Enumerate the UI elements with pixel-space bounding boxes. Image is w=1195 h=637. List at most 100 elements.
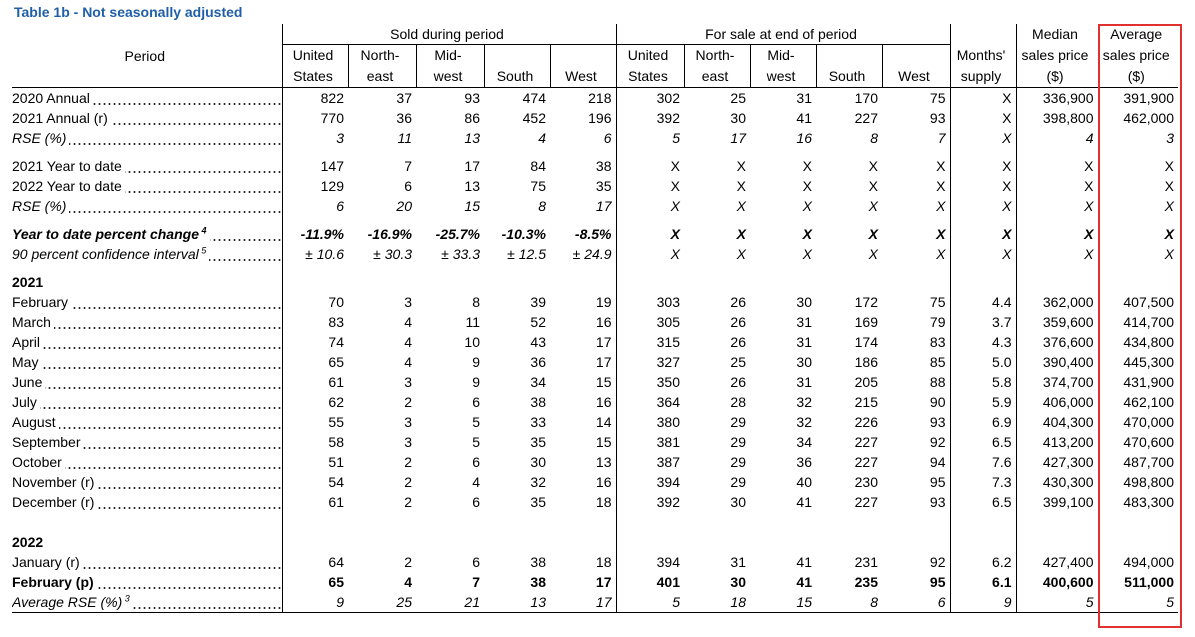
value-cell: 65	[281, 352, 348, 372]
value-cell	[750, 272, 816, 292]
value-cell: 494,000	[1097, 552, 1178, 572]
value-cell: 39	[530, 294, 546, 310]
value-cell: 26	[730, 294, 746, 310]
value-cell: 16	[595, 314, 612, 330]
value-cell: 3	[404, 294, 412, 310]
value-cell: 230	[854, 474, 878, 490]
value-cell: 305	[615, 312, 684, 332]
value-cell: X	[802, 158, 812, 174]
row-label-text: 2021 Year to date	[12, 158, 125, 174]
value-cell: 29	[730, 414, 746, 430]
value-cell: 9	[472, 354, 480, 370]
value-cell: X	[1015, 196, 1098, 216]
value-cell: X	[936, 198, 946, 214]
table-row: 2021 Year to date 147 7 17 84 38 X X X X X X X X	[12, 156, 1178, 176]
value-cell: 6	[404, 178, 412, 194]
value-cell: 376,600	[1015, 332, 1098, 352]
value-cell: 54	[281, 472, 348, 492]
value-cell: X	[615, 224, 684, 244]
value-cell: 227	[854, 434, 878, 450]
value-cell: 350	[615, 372, 684, 392]
fs-mw-l2: west	[749, 66, 816, 88]
table-row: November (r) 54 2 4 32 16 394 29 40 230 95 7.3 430,3…	[12, 472, 1178, 492]
row-label-text: RSE (%)	[12, 198, 70, 214]
value-cell	[816, 532, 882, 552]
value-cell: 6	[472, 394, 480, 410]
row-label: September	[12, 432, 282, 452]
value-cell: 58	[281, 432, 348, 452]
value-cell: 20	[396, 198, 412, 214]
value-cell: 2	[404, 474, 412, 490]
value-cell: 186	[854, 354, 878, 370]
value-cell: 483,300	[1097, 492, 1178, 512]
spacer-cell	[416, 216, 484, 224]
value-cell: 4	[404, 314, 412, 330]
value-cell: 7	[404, 158, 412, 174]
value-cell	[1097, 532, 1178, 552]
spacer-cell	[949, 148, 1016, 156]
value-cell: X	[802, 246, 812, 262]
spacer-cell	[750, 148, 816, 156]
value-cell: 6	[603, 130, 612, 146]
value-cell: 394	[615, 472, 684, 492]
value-cell: 3	[404, 434, 412, 450]
months-header-l2: Months'	[949, 44, 1016, 66]
value-cell: 13	[464, 178, 480, 194]
row-label-text: July	[12, 394, 40, 410]
table-row: September 58 3 5 35 15 381 29 34 227 92 6.5 413,200 4…	[12, 432, 1178, 452]
spacer-cell	[615, 512, 684, 532]
value-cell: -10.3%	[501, 226, 546, 242]
value-cell: X	[736, 178, 746, 194]
value-cell: 84	[530, 158, 546, 174]
value-cell	[684, 532, 750, 552]
value-cell: X	[615, 156, 684, 176]
value-cell: 43	[530, 334, 546, 350]
value-cell: 9	[472, 374, 480, 390]
period-header: Period	[12, 24, 282, 88]
value-cell: X	[936, 158, 946, 174]
value-cell: 374,700	[1015, 372, 1098, 392]
value-cell: 6.9	[949, 412, 1016, 432]
value-cell: 26	[730, 374, 746, 390]
value-cell: 498,800	[1097, 472, 1178, 492]
value-cell: 3	[1097, 128, 1178, 148]
value-cell: 95	[929, 474, 946, 490]
value-cell: 430,300	[1015, 472, 1098, 492]
value-cell	[348, 532, 416, 552]
value-cell: 17	[550, 592, 616, 613]
sold-ne-l1: North-	[347, 44, 416, 66]
value-cell: 174	[854, 334, 878, 350]
spacer-cell	[348, 216, 416, 224]
row-label-text: 2021	[12, 274, 47, 290]
value-cell: 474	[522, 90, 546, 106]
spacer-cell	[281, 264, 348, 272]
value-cell: X	[1097, 224, 1178, 244]
value-cell: 65	[281, 572, 348, 592]
value-cell: 32	[796, 414, 812, 430]
value-cell	[550, 532, 616, 552]
value-cell: 5	[472, 414, 480, 430]
table-row: RSE (%) 3 11 13 4 6 5 17 16 8 7 X 4 3	[12, 128, 1178, 148]
value-cell: 16	[595, 394, 612, 410]
spacer-cell	[416, 512, 484, 532]
spacer-cell	[12, 264, 282, 272]
value-cell: 4	[404, 354, 412, 370]
value-cell: 487,700	[1097, 452, 1178, 472]
row-label: June	[12, 372, 282, 392]
row-label-text: 2020 Annual	[12, 90, 93, 106]
row-label: August	[12, 412, 282, 432]
value-cell: 315	[615, 332, 684, 352]
median-header-l3: ($)	[1015, 66, 1098, 88]
value-cell: 30	[730, 574, 746, 590]
spacer-cell	[348, 264, 416, 272]
table-header: Period Sold during period For sale at en…	[12, 24, 1178, 88]
row-label: March	[12, 312, 282, 332]
value-cell: X	[1015, 176, 1098, 196]
value-cell: 33	[530, 414, 546, 430]
sold-ne-l2: east	[347, 66, 416, 88]
value-cell: -16.9%	[367, 226, 412, 242]
value-cell: 85	[929, 354, 946, 370]
fs-south: South	[815, 66, 882, 88]
value-cell: 26	[730, 334, 746, 350]
row-label: 2021 Annual (r)	[12, 108, 282, 128]
